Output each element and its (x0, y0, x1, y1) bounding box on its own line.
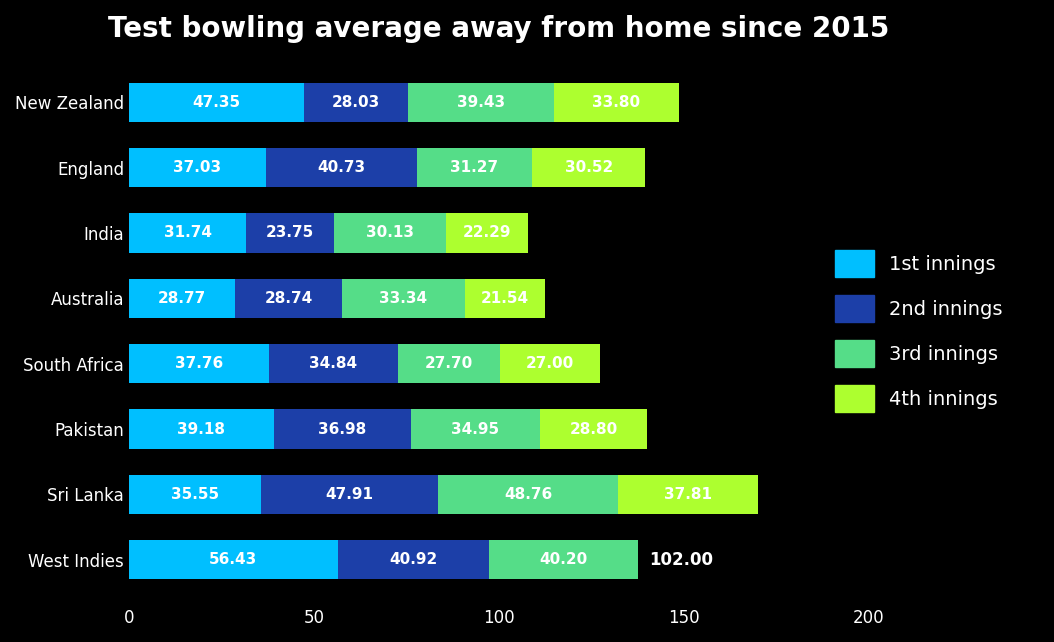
Text: 22.29: 22.29 (463, 225, 511, 241)
Bar (408, 83, 553, 122)
Text: 31.27: 31.27 (450, 160, 499, 175)
Bar (129, 279, 235, 318)
Text: 36.98: 36.98 (318, 422, 367, 437)
Text: 28.74: 28.74 (265, 291, 313, 306)
Text: 37.81: 37.81 (664, 487, 713, 502)
Text: 40.20: 40.20 (540, 552, 588, 567)
Bar (500, 344, 600, 383)
Bar (341, 279, 465, 318)
Bar (260, 474, 437, 514)
Bar (532, 148, 645, 187)
Text: 47.35: 47.35 (193, 95, 240, 110)
Text: 48.76: 48.76 (504, 487, 552, 502)
Text: 39.43: 39.43 (456, 95, 505, 110)
Bar (129, 83, 305, 122)
Text: 27.00: 27.00 (526, 356, 574, 371)
Bar (129, 540, 337, 579)
Text: 102.00: 102.00 (649, 551, 714, 569)
Bar (129, 213, 247, 252)
Text: 33.80: 33.80 (592, 95, 641, 110)
Bar (397, 344, 500, 383)
Text: 34.84: 34.84 (309, 356, 357, 371)
Text: 28.80: 28.80 (569, 422, 618, 437)
Bar (553, 83, 679, 122)
Text: 35.55: 35.55 (171, 487, 219, 502)
Bar (446, 213, 528, 252)
Text: 37.76: 37.76 (175, 356, 223, 371)
Text: 56.43: 56.43 (210, 552, 257, 567)
Bar (416, 148, 532, 187)
Bar (437, 474, 619, 514)
Bar (235, 279, 341, 318)
Bar (129, 344, 269, 383)
Bar (619, 474, 758, 514)
Text: 30.13: 30.13 (366, 225, 414, 241)
Bar (411, 410, 540, 449)
Title: Test bowling average away from home since 2015: Test bowling average away from home sinc… (109, 15, 890, 43)
Text: 28.77: 28.77 (158, 291, 207, 306)
Text: 23.75: 23.75 (267, 225, 314, 241)
Bar (465, 279, 545, 318)
Text: 39.18: 39.18 (177, 422, 226, 437)
Bar (129, 148, 266, 187)
Bar (274, 410, 411, 449)
Bar (489, 540, 638, 579)
Text: 33.34: 33.34 (379, 291, 428, 306)
Text: 30.52: 30.52 (565, 160, 613, 175)
Text: 47.91: 47.91 (326, 487, 373, 502)
Text: 34.95: 34.95 (451, 422, 500, 437)
Text: 40.92: 40.92 (389, 552, 437, 567)
Text: 28.03: 28.03 (332, 95, 380, 110)
Text: 37.03: 37.03 (174, 160, 221, 175)
Bar (129, 410, 274, 449)
Text: 31.74: 31.74 (163, 225, 212, 241)
Bar (247, 213, 334, 252)
Bar (269, 344, 397, 383)
Bar (266, 148, 416, 187)
Text: 27.70: 27.70 (425, 356, 473, 371)
Bar (337, 540, 489, 579)
Bar (540, 410, 647, 449)
Bar (305, 83, 408, 122)
Legend: 1st innings, 2nd innings, 3rd innings, 4th innings: 1st innings, 2nd innings, 3rd innings, 4… (815, 230, 1022, 431)
Bar (129, 474, 260, 514)
Text: 40.73: 40.73 (317, 160, 366, 175)
Bar (334, 213, 446, 252)
Text: 21.54: 21.54 (481, 291, 529, 306)
